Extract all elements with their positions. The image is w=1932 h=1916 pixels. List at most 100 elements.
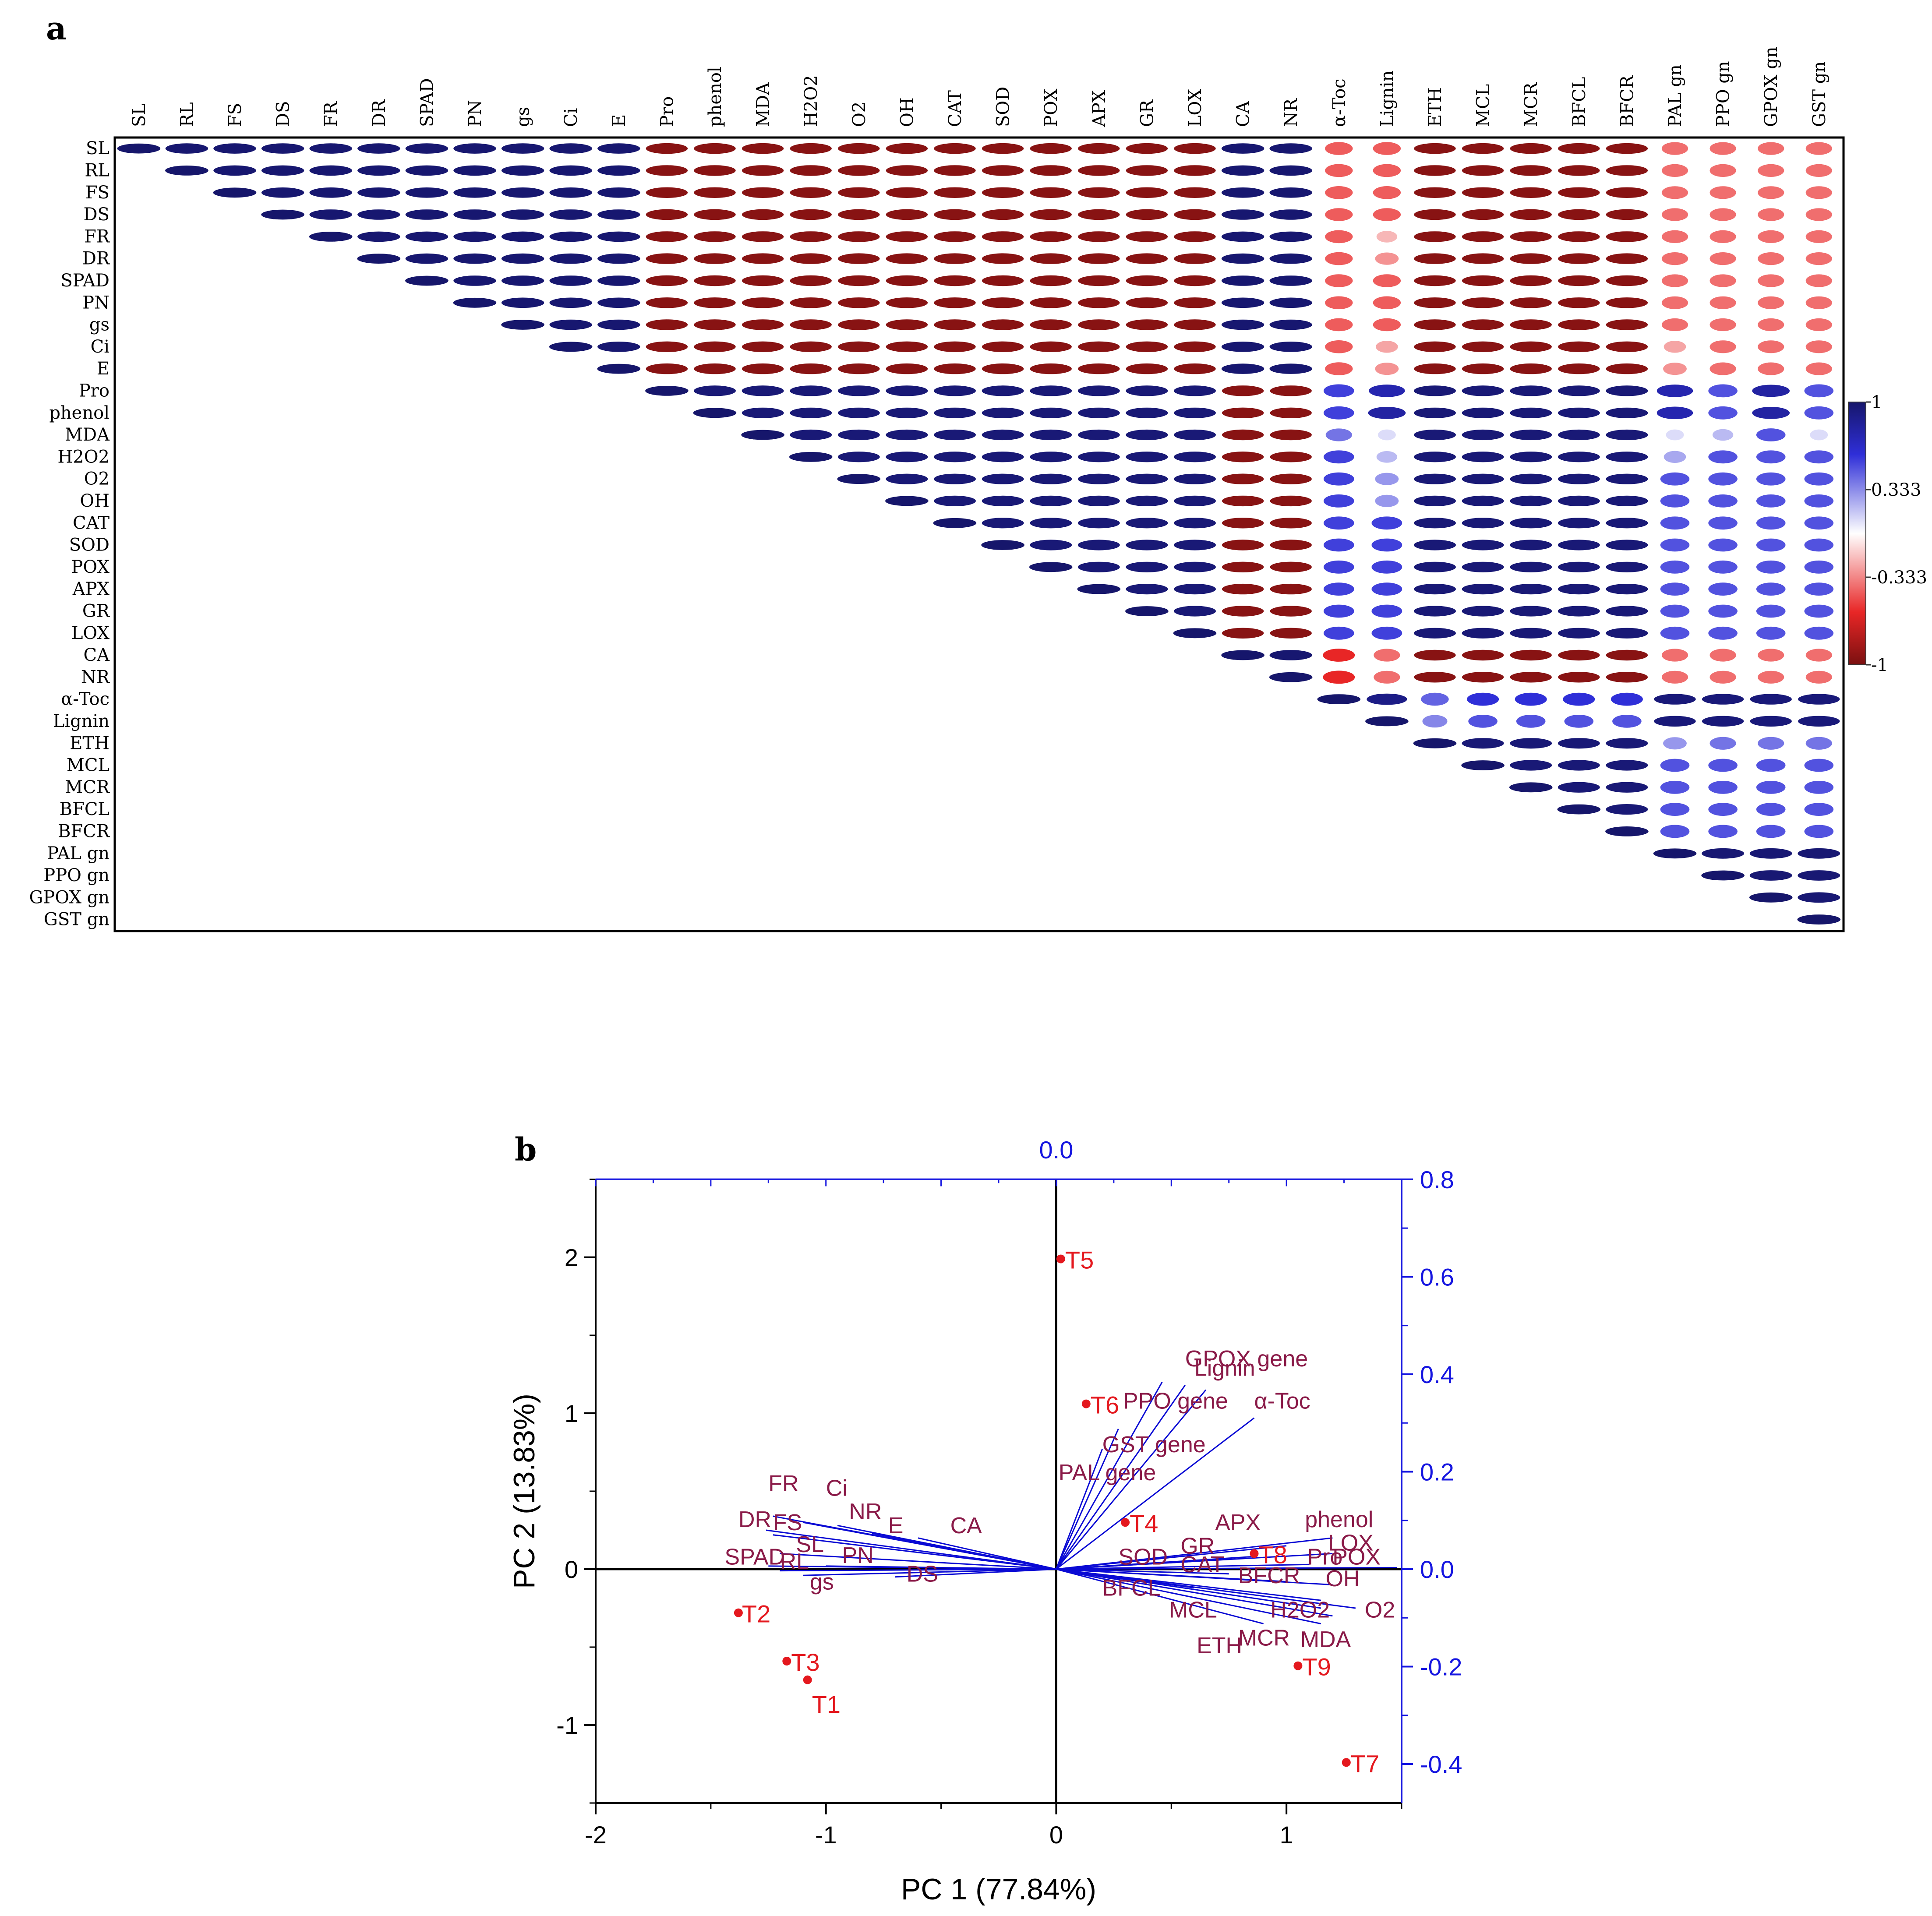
corr-cell-rl-ca xyxy=(1221,165,1264,176)
corr-cell-nr-gpox-gn xyxy=(1758,670,1784,684)
corr-cell-oh-nr xyxy=(1270,495,1312,507)
corr-cell-spad-mcl xyxy=(1462,275,1504,286)
corr-cell-fr-pox xyxy=(1030,231,1072,242)
corr-cell-pn-pro xyxy=(646,297,688,308)
corr-cell-pro-phenol xyxy=(694,385,736,396)
corr-cell-cat-apx xyxy=(1077,518,1120,529)
corr-cell-mda-ppo-gn xyxy=(1712,429,1734,441)
loading-label-ca: CA xyxy=(950,1513,982,1538)
corr-cell-lox-lignin xyxy=(1371,626,1402,640)
corr-cell-fs-mcl xyxy=(1462,187,1504,198)
corr-cell-mcl-mcl xyxy=(1461,760,1505,770)
corr-cell-pn-sod xyxy=(982,297,1024,308)
corr-cell-phenol-h2o2 xyxy=(790,407,832,418)
corr-cell-ds-nr xyxy=(1269,209,1312,220)
corr-cell-fs-ci xyxy=(549,187,592,198)
column-label-mda: MDA xyxy=(753,82,774,127)
corr-cell-gst-gn-gst-gn xyxy=(1797,914,1841,925)
corr-cell-fs-pox xyxy=(1030,187,1072,198)
corr-cell-fs-fr xyxy=(309,187,352,198)
corr-cell-ds-pn xyxy=(453,209,496,220)
loading-vector-ppo-gene xyxy=(1056,1385,1186,1570)
corr-cell-gr-ca xyxy=(1222,606,1264,617)
corr-cell-gr-eth xyxy=(1414,606,1456,617)
corr-cell-sod-bfcl xyxy=(1558,540,1600,550)
corr-cell-sl-lox xyxy=(1174,143,1216,154)
corr-cell-sl-o2 xyxy=(838,143,880,154)
corr-cell-bfcl-bfcr xyxy=(1606,804,1648,815)
corr-cell-fs-o2 xyxy=(838,187,880,198)
corr-cell-ds-mcr xyxy=(1510,209,1552,220)
corr-cell-gs-o2 xyxy=(838,319,880,330)
corr-cell-phenol-oh xyxy=(886,407,928,418)
column-label-sod: SOD xyxy=(993,87,1014,127)
score-point-t1 xyxy=(803,1675,812,1684)
column-label-mcr: MCR xyxy=(1521,81,1541,127)
corr-cell-gs-mcl xyxy=(1462,319,1504,330)
corr-cell-gs-cat xyxy=(934,319,976,330)
loading-vector-eth xyxy=(1056,1568,1264,1625)
corr-cell-eth-ppo-gn xyxy=(1709,737,1736,750)
loading-label-pro: Pro xyxy=(1307,1544,1343,1570)
column-label-gpox-gn: GPOX gn xyxy=(1761,46,1781,127)
corr-cell-spad-gst-gn xyxy=(1805,274,1832,287)
corr-cell-cat-pal-gn xyxy=(1660,516,1690,530)
panel-a-label: a xyxy=(46,10,67,47)
corr-cell-rl-ds xyxy=(261,165,304,176)
corr-cell-rl-pox xyxy=(1030,165,1072,176)
corr-cell-fs-lox xyxy=(1174,187,1216,198)
corr-cell-sl-mcr xyxy=(1510,143,1552,154)
corr-cell-oh-mcl xyxy=(1462,495,1504,506)
corr-cell-fs-eth xyxy=(1414,187,1456,198)
column-label-gst-gn: GST gn xyxy=(1809,61,1830,127)
corr-cell-pro-bfcl xyxy=(1558,385,1600,396)
row-label-nr: NR xyxy=(81,667,110,687)
corr-cell-gs-apx xyxy=(1078,319,1120,330)
row-label-apx: APX xyxy=(72,579,110,599)
score-label-t1: T1 xyxy=(812,1690,841,1718)
column-label-rl: RL xyxy=(177,102,197,127)
corr-cell-rl-ci xyxy=(549,165,592,176)
corr-cell-fs-bfcl xyxy=(1558,187,1600,198)
loading-vector-spad xyxy=(768,1565,1056,1570)
corr-cell-gs-mcr xyxy=(1510,319,1552,330)
column-label-pal-gn: PAL gn xyxy=(1665,64,1685,127)
corr-cell-ca-lignin xyxy=(1374,649,1400,662)
column-label-lox: LOX xyxy=(1185,88,1205,127)
heatmap-cells xyxy=(117,142,1841,925)
corr-cell-lignin-pal-gn xyxy=(1654,716,1696,727)
corr-cell-dr-o2 xyxy=(838,253,880,264)
corr-cell-sl-fs xyxy=(213,143,256,154)
row-label-lignin: Lignin xyxy=(53,711,109,731)
y-tick-label: 0 xyxy=(565,1556,578,1583)
corr-cell-sl-ds xyxy=(261,143,304,154)
corr-cell-oh-mcr xyxy=(1510,495,1552,506)
corr-cell-sod-mcl xyxy=(1462,540,1504,550)
corr-cell-fs-gst-gn xyxy=(1805,186,1832,199)
corr-cell-phenol-mda xyxy=(742,407,784,418)
corr-cell-sl-α-toc xyxy=(1325,142,1353,155)
corr-cell-o2-oh xyxy=(886,473,928,484)
corr-cell-fr-ci xyxy=(549,231,592,242)
corr-cell-dr-apx xyxy=(1078,253,1120,264)
corr-cell-fs-e xyxy=(597,187,640,198)
corr-cell-dr-ci xyxy=(549,253,592,264)
row-label-pn: PN xyxy=(82,293,109,313)
corr-cell-fr-pn xyxy=(453,231,496,242)
corr-cell-h2o2-pox xyxy=(1030,452,1072,462)
corr-cell-gs-phenol xyxy=(694,319,736,330)
column-label-ca: CA xyxy=(1233,100,1254,127)
corr-cell-lox-mcl xyxy=(1462,628,1504,639)
corr-cell-pro-ca xyxy=(1222,385,1264,396)
corr-cell-phenol-pox xyxy=(1030,407,1072,418)
corr-cell-oh-bfcr xyxy=(1606,495,1648,506)
corr-cell-gr-ppo-gn xyxy=(1708,604,1738,618)
corr-cell-spad-mcr xyxy=(1510,275,1552,286)
corr-cell-spad-pal-gn xyxy=(1661,274,1688,287)
loading-vector-ds xyxy=(895,1568,1056,1578)
loading-vector-rl xyxy=(780,1568,1056,1572)
corr-cell-α-toc-eth xyxy=(1421,692,1449,706)
corr-cell-ds-lox xyxy=(1174,209,1216,220)
corr-cell-sod-mcr xyxy=(1510,540,1552,550)
corr-cell-fs-lignin xyxy=(1373,186,1401,199)
